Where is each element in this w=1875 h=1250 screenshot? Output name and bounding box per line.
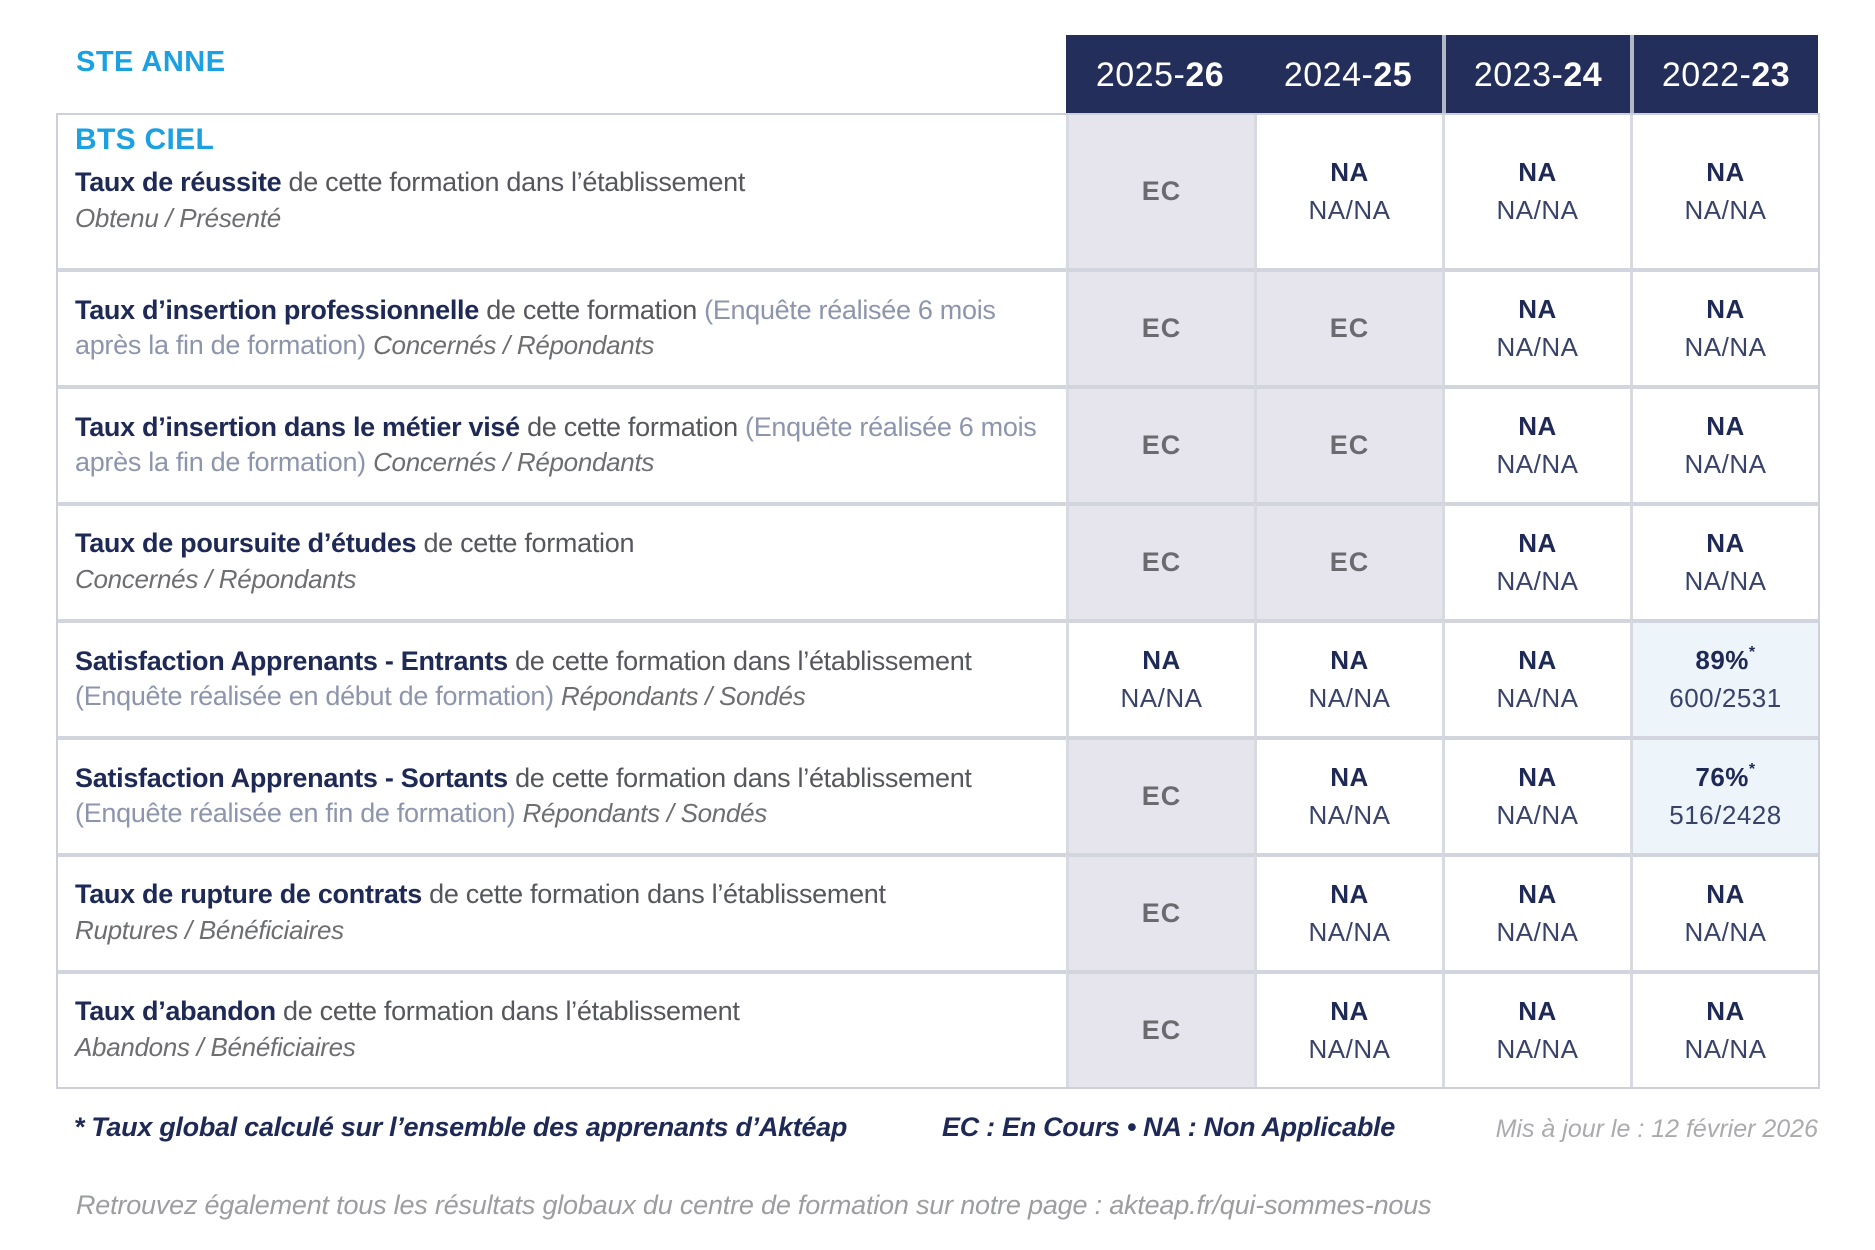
year-prefix: 2025- bbox=[1095, 55, 1186, 94]
table-cell: EC bbox=[1066, 853, 1254, 970]
row-title: Taux de poursuite d’études bbox=[75, 528, 417, 558]
row-subtitle: Répondants / Sondés bbox=[561, 680, 806, 711]
row-survey-note: (Enquête réalisée 6 mois après la fin de… bbox=[75, 411, 1037, 477]
row-survey-note: (Enquête réalisée 6 mois après la fin de… bbox=[75, 294, 996, 360]
table-cell-percentage: 76%* 516/2428 bbox=[1630, 736, 1818, 853]
year-column-2025-26: 2025- 26 bbox=[1066, 35, 1254, 115]
table-cell: EC bbox=[1066, 736, 1254, 853]
table-cell: EC bbox=[1066, 268, 1254, 385]
table-cell: NA NA/NA bbox=[1630, 853, 1818, 970]
table-cell: NA NA/NA bbox=[1442, 268, 1630, 385]
row-title: Satisfaction Apprenants - Sortants bbox=[75, 762, 508, 793]
row-desc: de cette formation dans l’établissement bbox=[429, 879, 886, 909]
row-subtitle: Concernés / Répondants bbox=[373, 329, 655, 360]
row-label-taux-de-reussite: BTS CIEL Taux de réussite de cette forma… bbox=[58, 115, 1066, 268]
row-subtitle: Ruptures / Bénéficiaires bbox=[75, 915, 344, 945]
year-suffix: 26 bbox=[1185, 55, 1225, 94]
year-column-2023-24: 2023- 24 bbox=[1442, 35, 1630, 115]
row-title: Taux d’insertion professionnelle bbox=[75, 294, 479, 325]
row-desc: de cette formation bbox=[423, 528, 635, 558]
row-desc: de cette formation dans l’établissement bbox=[288, 167, 746, 197]
year-prefix: 2022- bbox=[1661, 55, 1752, 94]
footnote-global-rate: * Taux global calculé sur l’ensemble des … bbox=[75, 1112, 848, 1142]
table-cell: NA NA/NA bbox=[1442, 115, 1630, 268]
row-subtitle: Concernés / Répondants bbox=[75, 564, 357, 594]
table-cell: NA NA/NA bbox=[1442, 970, 1630, 1087]
table-cell: EC bbox=[1066, 115, 1254, 268]
row-desc: de cette formation bbox=[527, 411, 738, 442]
table-cell: NA NA/NA bbox=[1630, 115, 1818, 268]
row-title: Taux d’insertion dans le métier visé bbox=[75, 411, 520, 442]
table-cell: NA NA/NA bbox=[1254, 853, 1442, 970]
results-table: BTS CIEL Taux de réussite de cette forma… bbox=[56, 113, 1820, 1089]
table-cell: EC bbox=[1066, 502, 1254, 619]
table-cell: NA NA/NA bbox=[1254, 736, 1442, 853]
year-suffix: 23 bbox=[1751, 55, 1791, 94]
year-column-2024-25: 2024- 25 bbox=[1254, 35, 1442, 115]
table-cell: NA NA/NA bbox=[1630, 970, 1818, 1087]
table-cell: EC bbox=[1066, 385, 1254, 502]
table-cell: NA NA/NA bbox=[1442, 736, 1630, 853]
row-label-poursuite-etudes: Taux de poursuite d’études de cette form… bbox=[58, 502, 1066, 619]
table-cell: NA NA/NA bbox=[1254, 619, 1442, 736]
row-title: Satisfaction Apprenants - Entrants bbox=[75, 645, 508, 676]
footnote-bar: * Taux global calculé sur l’ensemble des … bbox=[58, 1112, 1818, 1154]
row-title: Taux de rupture de contrats bbox=[75, 879, 422, 909]
row-label-insertion-professionnelle: Taux d’insertion professionnelle de cett… bbox=[58, 268, 1066, 385]
table-cell: NA NA/NA bbox=[1442, 619, 1630, 736]
asterisk: * bbox=[1748, 644, 1756, 662]
table-cell: EC bbox=[1066, 970, 1254, 1087]
year-suffix: 24 bbox=[1563, 55, 1603, 94]
row-desc: de cette formation dans l’établissement bbox=[283, 996, 740, 1026]
table-cell: EC bbox=[1254, 385, 1442, 502]
row-subtitle: Obtenu / Présenté bbox=[75, 203, 281, 233]
table-cell: NA NA/NA bbox=[1442, 853, 1630, 970]
table-cell: EC bbox=[1254, 502, 1442, 619]
asterisk: * bbox=[1748, 761, 1756, 779]
row-label-satisfaction-entrants: Satisfaction Apprenants - Entrants de ce… bbox=[58, 619, 1066, 736]
table-cell: NA NA/NA bbox=[1630, 268, 1818, 385]
row-subtitle: Concernés / Répondants bbox=[373, 446, 655, 477]
year-prefix: 2024- bbox=[1283, 55, 1374, 94]
row-title: Taux de réussite bbox=[75, 167, 282, 197]
row-desc: de cette formation bbox=[486, 294, 697, 325]
table-cell: EC bbox=[1254, 268, 1442, 385]
table-cell: NA NA/NA bbox=[1630, 502, 1818, 619]
row-survey-note: (Enquête réalisée en début de formation) bbox=[75, 680, 554, 711]
year-suffix: 25 bbox=[1373, 55, 1413, 94]
row-desc: de cette formation dans l’établissement bbox=[515, 645, 972, 676]
row-label-insertion-metier-vise: Taux d’insertion dans le métier visé de … bbox=[58, 385, 1066, 502]
row-subtitle: Répondants / Sondés bbox=[522, 797, 768, 828]
table-cell: NA NA/NA bbox=[1254, 115, 1442, 268]
year-prefix: 2023- bbox=[1473, 55, 1564, 94]
table-cell-percentage: 89%* 600/2531 bbox=[1630, 619, 1818, 736]
table-cell: NA NA/NA bbox=[1066, 619, 1254, 736]
global-results-link-note: Retrouvez également tous les résultats g… bbox=[76, 1190, 1432, 1220]
last-updated-date: Mis à jour le : 12 février 2026 bbox=[1495, 1115, 1818, 1143]
row-label-satisfaction-sortants: Satisfaction Apprenants - Sortants de ce… bbox=[58, 736, 1066, 853]
establishment-name: STE ANNE bbox=[76, 46, 226, 78]
table-cell: NA NA/NA bbox=[1442, 502, 1630, 619]
program-title: BTS CIEL bbox=[75, 123, 215, 156]
table-cell: NA NA/NA bbox=[1254, 970, 1442, 1087]
row-subtitle: Abandons / Bénéficiaires bbox=[75, 1032, 356, 1062]
abbreviations-legend: EC : En Cours • NA : Non Applicable bbox=[942, 1112, 1395, 1142]
table-cell: NA NA/NA bbox=[1630, 385, 1818, 502]
year-column-2022-23: 2022- 23 bbox=[1630, 35, 1818, 115]
asterisk: * bbox=[75, 1112, 86, 1142]
row-title: Taux d’abandon bbox=[75, 996, 276, 1026]
row-label-abandon: Taux d’abandon de cette formation dans l… bbox=[58, 970, 1066, 1087]
table-cell: NA NA/NA bbox=[1442, 385, 1630, 502]
row-survey-note: (Enquête réalisée en fin de formation) bbox=[75, 797, 516, 828]
row-desc: de cette formation dans l’établissement bbox=[515, 762, 972, 793]
year-header: 2025- 26 2024- 25 2023- 24 2022- 23 bbox=[1066, 35, 1818, 115]
row-label-rupture-contrats: Taux de rupture de contrats de cette for… bbox=[58, 853, 1066, 970]
